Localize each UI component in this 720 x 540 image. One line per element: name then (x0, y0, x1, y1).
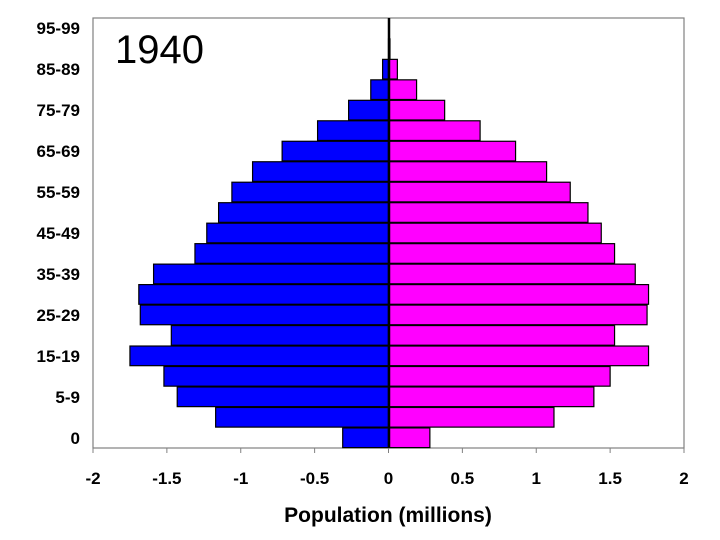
bar-right-17 (387, 79, 418, 101)
x-tick-label: -2 (85, 469, 100, 488)
bar-left-4 (129, 345, 390, 367)
y-tick-label: 75-79 (37, 101, 80, 120)
bar-left-8 (152, 263, 390, 285)
bar-right-7 (387, 284, 650, 305)
bar-left-16 (348, 99, 390, 121)
bar-left-15 (316, 120, 390, 142)
bar-right-15 (387, 120, 481, 142)
bar-left-17 (370, 79, 390, 101)
bar-left-18 (381, 58, 390, 80)
y-tick-label: 15-19 (37, 347, 80, 366)
y-tick-label: 45-49 (37, 224, 80, 243)
bar-left-6 (139, 304, 390, 326)
x-tick-label: -1 (233, 469, 248, 488)
bars-group (129, 38, 650, 449)
chart-title: 1940 (115, 28, 204, 72)
bar-right-14 (387, 140, 517, 162)
y-axis-ticks: 0 5-9 15-19 25-29 35-39 45-49 55-59 65-69 75-79 8… (37, 19, 80, 448)
x-tick-label: 0.5 (451, 469, 475, 488)
bar-right-13 (387, 161, 548, 183)
bar-left-1 (215, 406, 390, 428)
x-axis-label: Population (millions) (284, 504, 492, 527)
bar-right-6 (387, 304, 648, 326)
y-tick-label: 65-69 (37, 142, 80, 161)
x-tick-label: 1 (532, 469, 541, 488)
bar-right-10 (387, 222, 602, 244)
x-tick-label: 0 (384, 469, 393, 488)
bar-right-2 (387, 386, 595, 408)
y-tick-label: 25-29 (37, 306, 80, 325)
bar-left-7 (138, 284, 390, 305)
bar-left-3 (163, 365, 390, 387)
x-tick-label: -1.5 (152, 469, 181, 488)
bar-right-1 (387, 406, 555, 428)
bar-right-3 (387, 365, 611, 387)
bar-right-4 (387, 345, 650, 367)
y-tick-label: 55-59 (37, 183, 80, 202)
bar-left-5 (170, 324, 390, 346)
bar-right-16 (387, 99, 446, 121)
bar-left-14 (281, 140, 390, 162)
bar-left-12 (231, 181, 390, 203)
x-axis-ticks: -2 -1.5 -1 -0.5 0 0.5 1 1.5 2 (85, 448, 689, 488)
y-tick-label: 95-99 (37, 19, 80, 38)
bar-left-0 (342, 427, 390, 449)
bar-right-12 (387, 181, 571, 203)
bar-left-9 (194, 243, 390, 264)
bar-right-9 (387, 243, 616, 264)
bar-right-5 (387, 324, 616, 346)
x-tick-label: -0.5 (300, 469, 329, 488)
bar-left-11 (217, 202, 390, 223)
y-tick-label: 5-9 (55, 388, 80, 407)
bar-left-10 (206, 222, 390, 244)
x-tick-label: 1.5 (598, 469, 622, 488)
y-tick-label: 35-39 (37, 265, 80, 284)
x-tick-label: 2 (679, 469, 688, 488)
bar-right-11 (387, 202, 589, 223)
y-tick-label: 85-89 (37, 60, 80, 79)
bar-left-2 (176, 386, 390, 408)
bar-right-0 (387, 427, 431, 449)
bar-left-13 (251, 161, 390, 183)
y-tick-label: 0 (71, 429, 80, 448)
bar-right-8 (387, 263, 636, 285)
